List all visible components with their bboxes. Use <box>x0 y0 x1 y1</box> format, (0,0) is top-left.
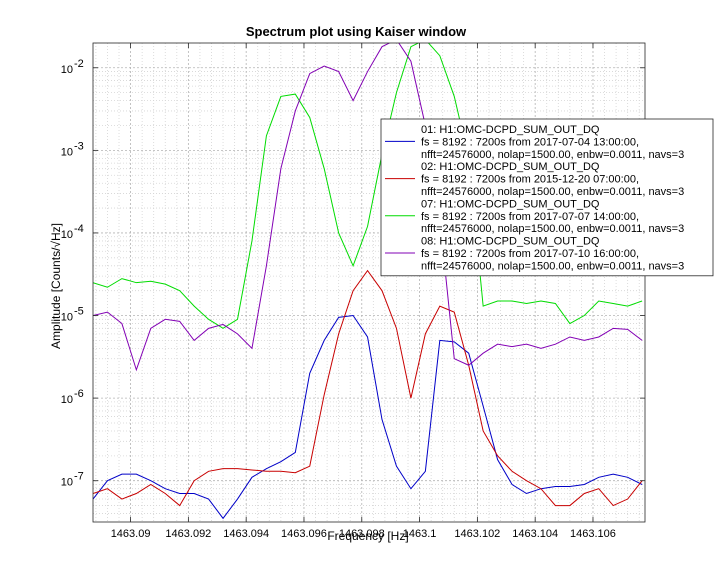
x-tick-label: 1463.092 <box>165 528 211 540</box>
series-layer <box>93 43 643 520</box>
legend-entry-params: nfft=24576000, nolap=1500.00, enbw=0.001… <box>421 186 684 198</box>
y-axis: 10-710-610-510-410-310-2 <box>61 58 645 489</box>
y-tick-label: 10 <box>61 64 73 76</box>
y-tick-label: 10 <box>61 477 73 489</box>
plot-background <box>93 43 645 522</box>
y-tick-exponent: -6 <box>74 388 84 400</box>
legend-entry-params: nfft=24576000, nolap=1500.00, enbw=0.001… <box>421 260 684 272</box>
legend-box <box>380 118 714 277</box>
series-line-2 <box>93 269 643 507</box>
y-tick-exponent: -7 <box>74 471 84 483</box>
y-tick-exponent: -4 <box>74 223 84 235</box>
legend-entry-name: 02: H1:OMC-DCPD_SUM_OUT_DQ <box>421 161 600 173</box>
series-line-1 <box>93 314 643 520</box>
x-tick-label: 1463.106 <box>570 528 616 540</box>
x-axis-label: Frequency [Hz] <box>327 529 408 543</box>
x-tick-label: 1463.096 <box>281 528 327 540</box>
legend-entry-params: nfft=24576000, nolap=1500.00, enbw=0.001… <box>421 149 684 161</box>
x-axis: 1463.09 1463.092 1463.094 1463.096 1463.098 1… <box>111 43 616 540</box>
legend-entry-detail: fs = 8192 : 7200s from 2015-12-20 07:00:… <box>421 174 639 186</box>
x-tick-label: 1463.1 <box>403 528 437 540</box>
axes-box <box>92 42 646 523</box>
y-axis-label: Amplitude [Counts/√Hz] <box>49 223 63 349</box>
y-tick-exponent: -2 <box>74 58 84 70</box>
x-tick-label: 1463.098 <box>339 528 385 540</box>
legend-entry-detail: fs = 8192 : 7200s from 2017-07-07 14:00:… <box>421 211 639 223</box>
legend-entry-name: 01: H1:OMC-DCPD_SUM_OUT_DQ <box>421 124 600 136</box>
legend-entry-detail: fs = 8192 : 7200s from 2017-07-10 16:00:… <box>421 248 639 260</box>
y-tick-label: 10 <box>61 312 73 324</box>
x-tick-label: 1463.09 <box>111 528 151 540</box>
x-tick-label: 1463.094 <box>223 528 269 540</box>
legend-entry-params: nfft=24576000, nolap=1500.00, enbw=0.001… <box>421 223 684 235</box>
legend-entry-name: 07: H1:OMC-DCPD_SUM_OUT_DQ <box>421 198 600 210</box>
x-tick-label: 1463.104 <box>512 528 558 540</box>
axes-frame <box>92 42 646 523</box>
y-tick-label: 10 <box>61 229 73 241</box>
legend-entry-name: 08: H1:OMC-DCPD_SUM_OUT_DQ <box>421 236 600 248</box>
chart-title: Spectrum plot using Kaiser window <box>246 24 467 39</box>
y-tick-label: 10 <box>61 146 73 158</box>
y-tick-exponent: -3 <box>74 140 84 152</box>
x-tick-label: 1463.102 <box>454 528 500 540</box>
series-line-3 <box>93 43 643 329</box>
series-line-4 <box>93 43 643 372</box>
y-tick-label: 10 <box>61 394 73 406</box>
legend-entry-detail: fs = 8192 : 7200s from 2017-07-04 13:00:… <box>421 136 639 148</box>
plot-area <box>93 43 645 522</box>
y-tick-exponent: -5 <box>74 306 84 318</box>
